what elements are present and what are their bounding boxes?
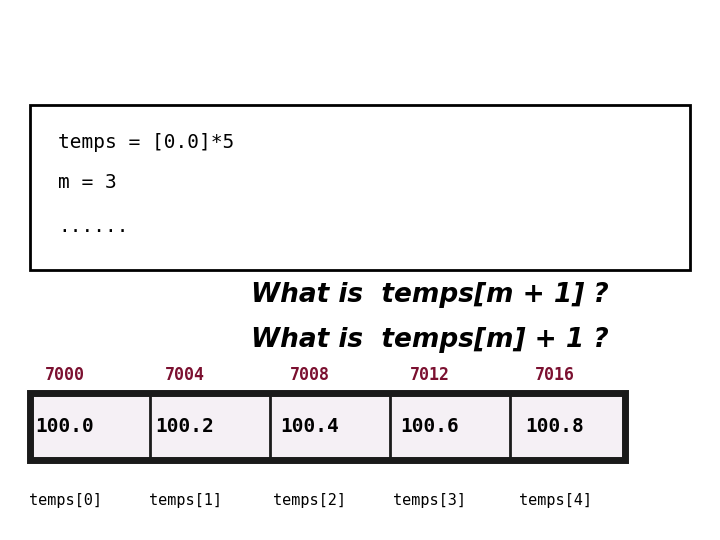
Text: temps[1]: temps[1] [148, 492, 222, 508]
Text: temps = [0.0]*5: temps = [0.0]*5 [58, 133, 234, 152]
Text: 100.6: 100.6 [400, 417, 459, 436]
Text: temps[0]: temps[0] [29, 492, 102, 508]
Text: What is  temps[m + 1] ?: What is temps[m + 1] ? [251, 282, 609, 308]
Text: 7000: 7000 [45, 366, 85, 384]
Text: 100.8: 100.8 [526, 417, 585, 436]
Text: 7012: 7012 [410, 366, 450, 384]
Text: 7016: 7016 [535, 366, 575, 384]
Text: 100.2: 100.2 [156, 417, 215, 436]
Text: 7008: 7008 [290, 366, 330, 384]
Bar [30, 393, 625, 460]
Text: What is  temps[m] + 1 ?: What is temps[m] + 1 ? [251, 327, 609, 353]
Text: ......: ...... [58, 218, 128, 237]
Text: 7004: 7004 [165, 366, 205, 384]
Text: 100.0: 100.0 [35, 417, 94, 436]
Text: temps[4]: temps[4] [518, 492, 592, 508]
Text: temps[2]: temps[2] [274, 492, 346, 508]
Text: 100.4: 100.4 [281, 417, 339, 436]
Bar [30, 105, 690, 270]
Text: temps[3]: temps[3] [394, 492, 467, 508]
Text: m = 3: m = 3 [58, 173, 117, 192]
